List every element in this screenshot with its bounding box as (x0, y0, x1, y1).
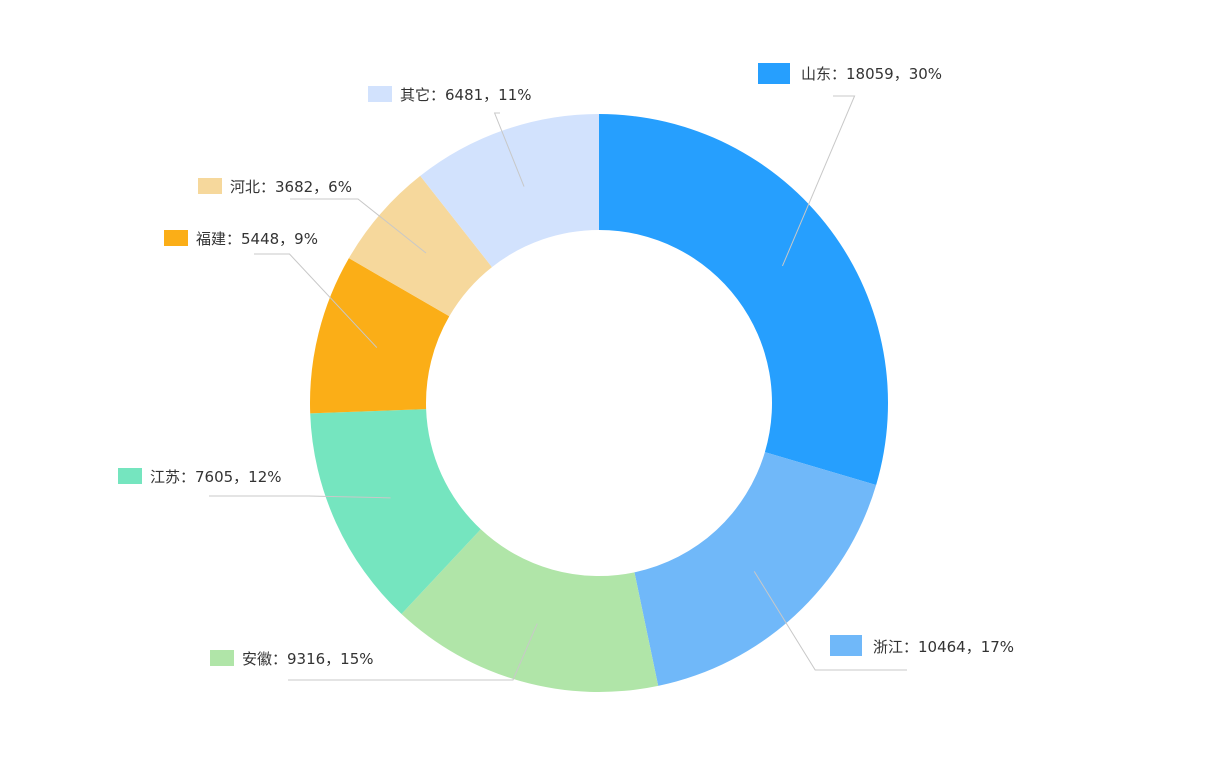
slice-label-山东: 山东：18059，30% (801, 65, 942, 83)
label-swatch-福建 (164, 230, 188, 246)
leader-lines-layer (209, 95, 907, 681)
leader-line-河北 (290, 198, 427, 254)
label-swatch-安徽 (210, 650, 234, 666)
slice-河北[interactable] (348, 175, 492, 317)
slice-label-河北: 河北：3682，6% (230, 178, 352, 196)
slice-浙江[interactable] (634, 452, 877, 686)
leader-line-浙江 (753, 571, 907, 671)
slice-其它[interactable] (420, 114, 599, 268)
leader-line-江苏 (209, 495, 391, 499)
label-swatch-江苏 (118, 468, 142, 484)
slice-山东[interactable] (599, 114, 889, 485)
slice-label-福建: 福建：5448，9% (196, 230, 318, 248)
slice-福建[interactable] (310, 258, 450, 414)
label-swatch-山东 (758, 63, 790, 84)
slice-label-安徽: 安徽：9316，15% (242, 650, 374, 668)
slices-layer (310, 114, 889, 692)
labels-layer: 山东：18059，30% 浙江：10464，17% 安徽：9316，15% 江苏：76… (118, 63, 1014, 668)
slice-label-江苏: 江苏：7605，12% (150, 468, 282, 486)
slice-label-浙江: 浙江：10464，17% (873, 638, 1014, 656)
label-swatch-其它 (368, 86, 392, 102)
label-swatch-浙江 (830, 635, 862, 656)
label-swatch-河北 (198, 178, 222, 194)
slice-安徽[interactable] (401, 529, 659, 692)
slice-label-其它: 其它：6481，11% (400, 86, 532, 104)
leader-line-福建 (254, 253, 378, 348)
slice-江苏[interactable] (310, 409, 481, 614)
leader-line-安徽 (288, 623, 538, 681)
leader-line-山东 (782, 95, 856, 267)
leader-line-其它 (493, 112, 525, 187)
